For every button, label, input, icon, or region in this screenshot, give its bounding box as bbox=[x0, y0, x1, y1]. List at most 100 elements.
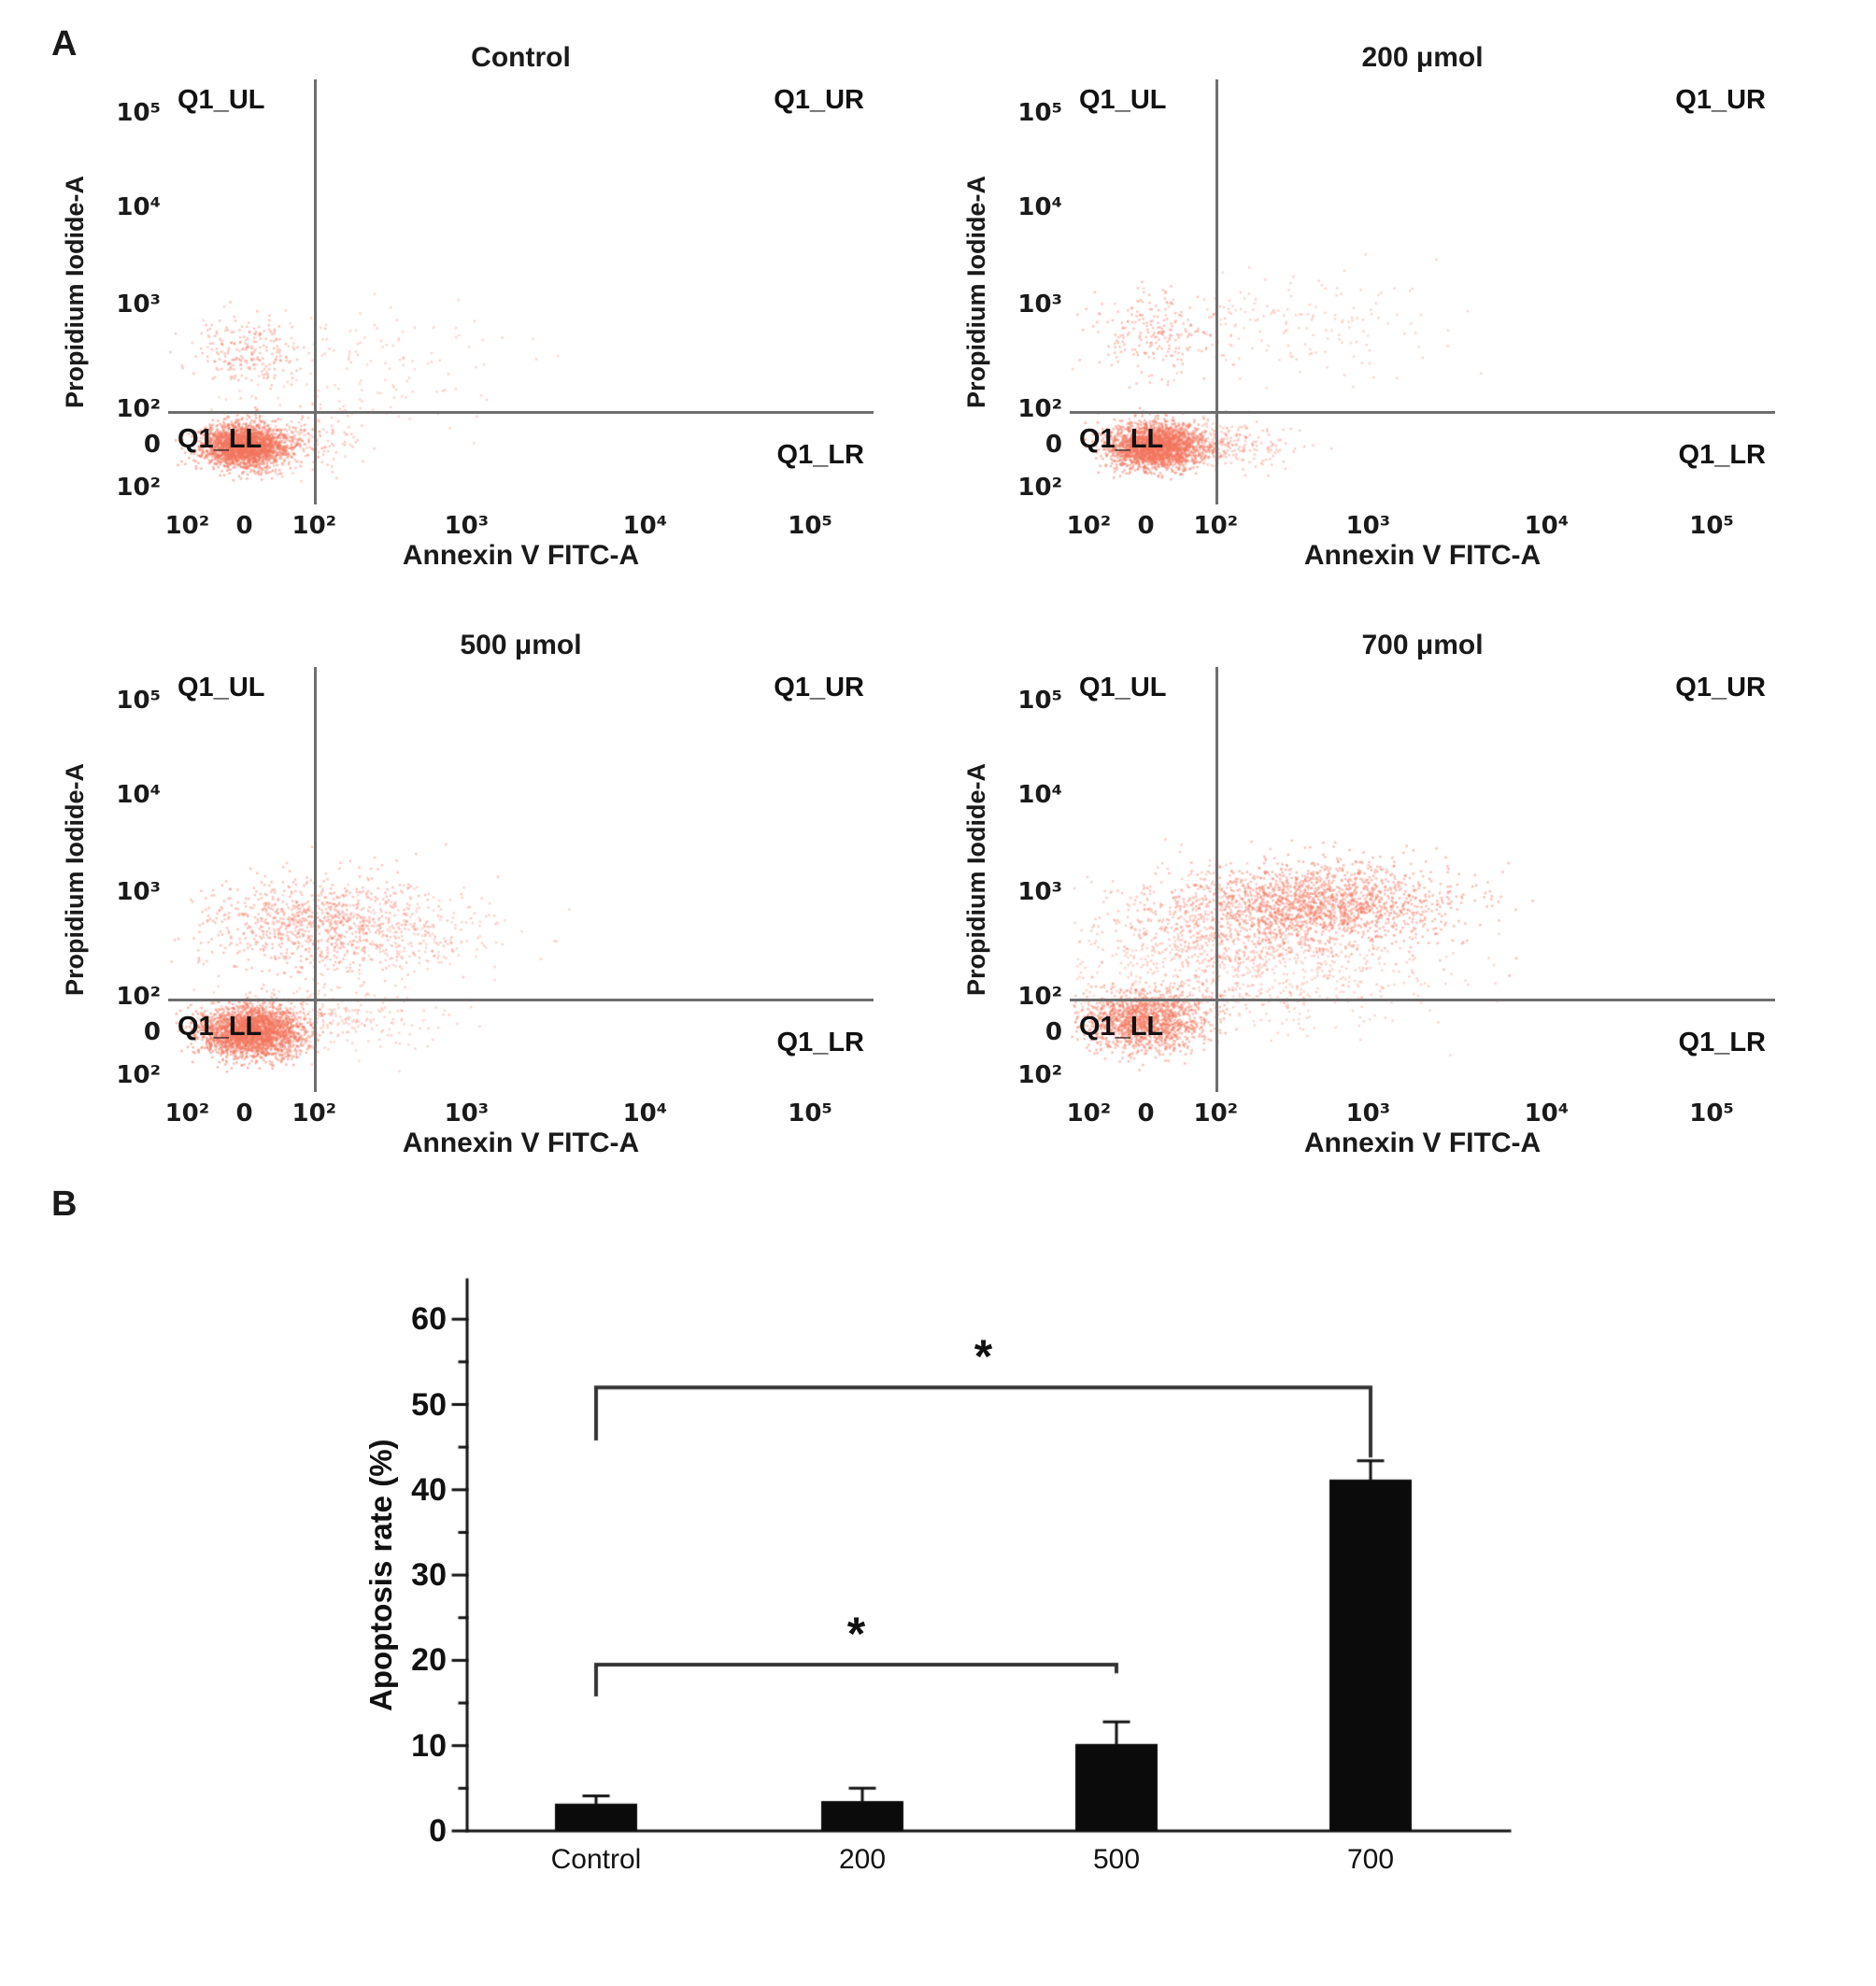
x-axis-label: Annexin V FITC-A bbox=[1303, 1128, 1542, 1158]
y-tick-label: 10² bbox=[1017, 982, 1062, 1011]
x-axis-label: Annexin V FITC-A bbox=[1303, 540, 1542, 571]
bar-y-tick-label: 20 bbox=[411, 1642, 447, 1679]
x-axis-ticks: 10² 0 10² 10³ 10⁴ 10⁵ bbox=[164, 1092, 874, 1128]
y-tick-label: 10⁴ bbox=[116, 780, 161, 809]
quadrant-label-ur: Q1_UR bbox=[774, 85, 864, 115]
x-tick-label: 10³ bbox=[444, 1099, 490, 1128]
gate-horizontal-line bbox=[1070, 410, 1775, 414]
significance-asterisk: * bbox=[974, 1330, 993, 1383]
gate-vertical-line bbox=[1215, 667, 1219, 1092]
x-tick-label: 0 bbox=[235, 1099, 253, 1128]
x-axis-ticks: 10² 0 10² 10³ 10⁴ 10⁵ bbox=[1066, 1092, 1775, 1128]
y-tick-label: 0 bbox=[143, 431, 161, 460]
gate-horizontal-line bbox=[168, 998, 874, 1001]
quadrant-label-lr: Q1_LR bbox=[776, 440, 864, 470]
scatter-canvas bbox=[1070, 667, 1775, 1092]
x-axis-ticks: 10² 0 10² 10³ 10⁴ 10⁵ bbox=[1067, 504, 1775, 540]
flow-plot-control: Control Propidium Iodide-A 10⁵ 10⁴ 10³ 10² 0… bbox=[56, 42, 874, 574]
quadrant-label-ll: Q1_LL bbox=[178, 1011, 263, 1042]
y-tick-label: 10² bbox=[1017, 394, 1062, 423]
x-tick-label: 0 bbox=[1137, 512, 1155, 540]
gate-vertical-line bbox=[314, 667, 318, 1092]
apoptosis-bar-chart: Apoptosis rate (%) 0 10 20 30 40 50 60 Control 2… bbox=[336, 1242, 1588, 1971]
flow-plot-500umol: 500 μmol Propidium Iodide-A 10⁵ 10⁴ 10³ 10²… bbox=[56, 630, 874, 1161]
quadrant-label-ll: Q1_LL bbox=[1079, 423, 1164, 454]
gate-vertical-line bbox=[1215, 79, 1219, 504]
bar-y-tick-label: 10 bbox=[411, 1727, 447, 1764]
x-tick-label: 10³ bbox=[1345, 512, 1391, 540]
scatter-canvas bbox=[168, 667, 874, 1092]
y-tick-label: 10² bbox=[116, 473, 161, 502]
x-tick-label: 10³ bbox=[1345, 1099, 1391, 1128]
y-tick-label: 10⁵ bbox=[1017, 687, 1062, 716]
y-tick-label: 10⁴ bbox=[1017, 780, 1062, 809]
x-tick-label: 10³ bbox=[444, 512, 490, 540]
x-tick-label: 10² bbox=[164, 512, 210, 540]
significance-asterisk: * bbox=[846, 1607, 866, 1660]
flow-plot-200umol: 200 μmol Propidium Iodide-A 10⁵ 10⁴ 10³ 10²… bbox=[958, 42, 1775, 574]
x-tick-label: 10⁵ bbox=[788, 512, 832, 540]
gate-horizontal-line bbox=[1070, 998, 1775, 1001]
scatter-canvas bbox=[168, 79, 874, 504]
quadrant-label-ll: Q1_LL bbox=[1079, 1011, 1164, 1042]
flow-cytometry-grid: Control Propidium Iodide-A 10⁵ 10⁴ 10³ 10² 0… bbox=[56, 42, 1812, 1161]
y-tick-label: 10³ bbox=[1017, 291, 1062, 319]
flow-plot-700umol: 700 μmol Propidium Iodide-A 10⁵ 10⁴ 10³ 10²… bbox=[958, 630, 1775, 1161]
y-tick-label: 10³ bbox=[116, 291, 161, 319]
y-axis-label: Propidium Iodide-A bbox=[61, 763, 89, 996]
quadrant-label-lr: Q1_LR bbox=[1678, 1028, 1766, 1057]
x-axis-label: Annexin V FITC-A bbox=[402, 540, 640, 571]
y-tick-label: 10³ bbox=[1017, 878, 1062, 907]
y-axis-ticks: 10⁵ 10⁴ 10³ 10² 0 10² bbox=[995, 79, 1070, 504]
y-axis-ticks: 10⁵ 10⁴ 10³ 10² 0 10² bbox=[93, 667, 168, 1092]
x-tick-label: 10⁴ bbox=[622, 1099, 668, 1128]
x-tick-label: 10⁴ bbox=[1524, 1099, 1570, 1128]
plot-title: 700 μmol bbox=[1361, 630, 1484, 660]
y-tick-label: 10² bbox=[1017, 1060, 1062, 1089]
quadrant-label-ul: Q1_UL bbox=[1079, 85, 1167, 115]
quadrant-label-ul: Q1_UL bbox=[178, 85, 265, 115]
x-tick-label: 10⁴ bbox=[622, 512, 668, 540]
quadrant-label-ur: Q1_UR bbox=[1675, 673, 1766, 702]
quadrant-label-ur: Q1_UR bbox=[774, 673, 864, 702]
bar-chart-canvas bbox=[336, 1242, 1588, 1896]
x-tick-label: 0 bbox=[1137, 1099, 1155, 1128]
y-axis-label: Propidium Iodide-A bbox=[962, 763, 990, 996]
y-tick-label: 10² bbox=[116, 982, 161, 1011]
x-axis-ticks: 10² 0 10² 10³ 10⁴ 10⁵ bbox=[164, 504, 874, 540]
y-tick-label: 0 bbox=[1045, 1018, 1062, 1047]
y-axis-ticks: 10⁵ 10⁴ 10³ 10² 0 10² bbox=[995, 667, 1070, 1092]
gate-vertical-line bbox=[314, 79, 318, 504]
x-tick-label: 10² bbox=[164, 1099, 210, 1128]
quadrant-label-ul: Q1_UL bbox=[178, 673, 265, 702]
quadrant-label-lr: Q1_LR bbox=[1678, 440, 1766, 470]
bar-y-tick-label: 0 bbox=[429, 1813, 447, 1849]
bar-y-tick-label: 30 bbox=[411, 1557, 447, 1594]
x-tick-label: 10² bbox=[291, 512, 337, 540]
x-tick-label: 10² bbox=[1193, 1099, 1239, 1128]
bar-y-tick-label: 40 bbox=[411, 1471, 447, 1508]
x-axis-label: Annexin V FITC-A bbox=[402, 1128, 640, 1158]
plot-area: Q1_UL Q1_UR Q1_LL Q1_LR bbox=[1070, 79, 1775, 504]
quadrant-label-lr: Q1_LR bbox=[776, 1028, 864, 1057]
y-axis-ticks: 10⁵ 10⁴ 10³ 10² 0 10² bbox=[93, 79, 168, 504]
quadrant-label-ur: Q1_UR bbox=[1675, 85, 1766, 115]
scatter-canvas bbox=[1070, 79, 1775, 504]
x-tick-label: 10⁵ bbox=[1689, 1099, 1734, 1128]
plot-area: Q1_UL Q1_UR Q1_LL Q1_LR bbox=[168, 79, 874, 504]
y-axis-label: Propidium Iodide-A bbox=[61, 176, 89, 408]
quadrant-label-ll: Q1_LL bbox=[178, 423, 263, 454]
bar-category-label: 700 bbox=[1346, 1844, 1395, 1875]
x-tick-label: 10⁵ bbox=[1689, 512, 1734, 540]
x-tick-label: 10⁴ bbox=[1524, 512, 1570, 540]
bar-category-label: 500 bbox=[1092, 1844, 1141, 1875]
y-tick-label: 10⁴ bbox=[116, 192, 161, 221]
y-tick-label: 10² bbox=[116, 394, 161, 423]
x-tick-label: 10² bbox=[1066, 1099, 1112, 1128]
x-tick-label: 10² bbox=[1193, 512, 1239, 540]
panel-a-label: A bbox=[51, 24, 78, 64]
y-tick-label: 10⁵ bbox=[1017, 99, 1062, 128]
y-tick-label: 0 bbox=[143, 1018, 161, 1047]
bar-category-label: 200 bbox=[838, 1844, 887, 1875]
